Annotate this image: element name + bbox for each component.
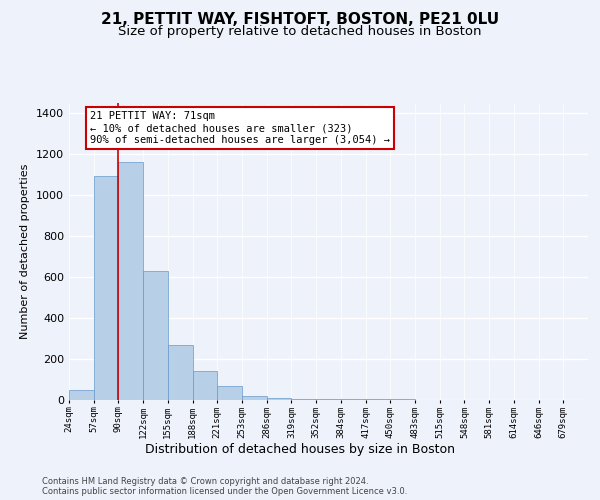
Text: Size of property relative to detached houses in Boston: Size of property relative to detached ho…	[118, 25, 482, 38]
Text: Distribution of detached houses by size in Boston: Distribution of detached houses by size …	[145, 442, 455, 456]
Text: Contains HM Land Registry data © Crown copyright and database right 2024.: Contains HM Land Registry data © Crown c…	[42, 478, 368, 486]
Text: 21, PETTIT WAY, FISHTOFT, BOSTON, PE21 0LU: 21, PETTIT WAY, FISHTOFT, BOSTON, PE21 0…	[101, 12, 499, 28]
Bar	[168, 344, 193, 400]
Bar	[94, 176, 118, 400]
Bar	[143, 270, 168, 400]
Bar	[193, 372, 217, 400]
Y-axis label: Number of detached properties: Number of detached properties	[20, 164, 31, 339]
Bar	[118, 162, 143, 400]
Bar	[217, 386, 242, 400]
Text: 21 PETTIT WAY: 71sqm
← 10% of detached houses are smaller (323)
90% of semi-deta: 21 PETTIT WAY: 71sqm ← 10% of detached h…	[90, 112, 390, 144]
Bar	[267, 398, 292, 400]
Bar	[242, 396, 267, 400]
Text: Contains public sector information licensed under the Open Government Licence v3: Contains public sector information licen…	[42, 487, 407, 496]
Bar	[69, 390, 94, 400]
